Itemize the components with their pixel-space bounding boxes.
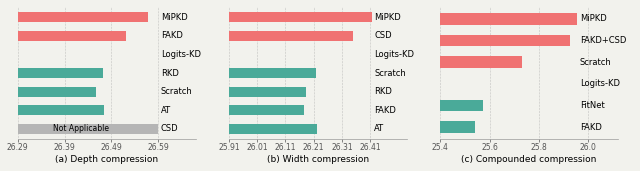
Text: FAKD+CSD: FAKD+CSD bbox=[580, 36, 626, 45]
Text: Not Applicable: Not Applicable bbox=[53, 124, 109, 133]
Bar bbox=[229, 31, 353, 41]
Bar bbox=[440, 100, 483, 111]
Text: MiPKD: MiPKD bbox=[580, 14, 607, 23]
Text: AT: AT bbox=[374, 124, 385, 133]
Text: Logits-KD: Logits-KD bbox=[374, 50, 415, 59]
Text: Scratch: Scratch bbox=[580, 58, 611, 67]
X-axis label: (b) Width compression: (b) Width compression bbox=[267, 155, 369, 164]
Bar bbox=[229, 87, 306, 97]
Text: Scratch: Scratch bbox=[374, 69, 406, 77]
Bar bbox=[18, 87, 95, 97]
Bar bbox=[440, 13, 577, 25]
Text: AT: AT bbox=[161, 106, 171, 115]
X-axis label: (a) Depth compression: (a) Depth compression bbox=[55, 155, 158, 164]
Text: Logits-KD: Logits-KD bbox=[580, 79, 620, 88]
Bar bbox=[18, 68, 103, 78]
Text: Scratch: Scratch bbox=[161, 87, 193, 96]
Bar bbox=[229, 12, 372, 22]
Bar bbox=[18, 105, 104, 115]
Text: FitNet: FitNet bbox=[580, 101, 605, 110]
Bar bbox=[18, 12, 148, 22]
Text: RKD: RKD bbox=[161, 69, 179, 77]
Text: CSD: CSD bbox=[374, 31, 392, 40]
Text: MiPKD: MiPKD bbox=[161, 13, 188, 22]
X-axis label: (c) Compounded compression: (c) Compounded compression bbox=[461, 155, 596, 164]
Text: FAKD: FAKD bbox=[580, 123, 602, 132]
Text: FAKD: FAKD bbox=[374, 106, 396, 115]
Bar bbox=[229, 105, 304, 115]
Bar bbox=[18, 124, 158, 134]
Bar bbox=[440, 121, 476, 133]
Text: MiPKD: MiPKD bbox=[374, 13, 401, 22]
Text: CSD: CSD bbox=[161, 124, 179, 133]
Text: RKD: RKD bbox=[374, 87, 392, 96]
Text: Logits-KD: Logits-KD bbox=[161, 50, 201, 59]
Bar bbox=[18, 31, 126, 41]
Text: FAKD: FAKD bbox=[161, 31, 182, 40]
Bar bbox=[440, 35, 570, 47]
Bar bbox=[440, 56, 522, 68]
Bar bbox=[229, 68, 316, 78]
Bar bbox=[229, 124, 317, 134]
